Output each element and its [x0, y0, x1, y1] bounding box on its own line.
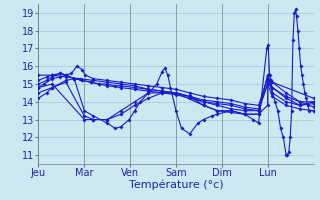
X-axis label: Température (°c): Température (°c): [129, 180, 223, 190]
